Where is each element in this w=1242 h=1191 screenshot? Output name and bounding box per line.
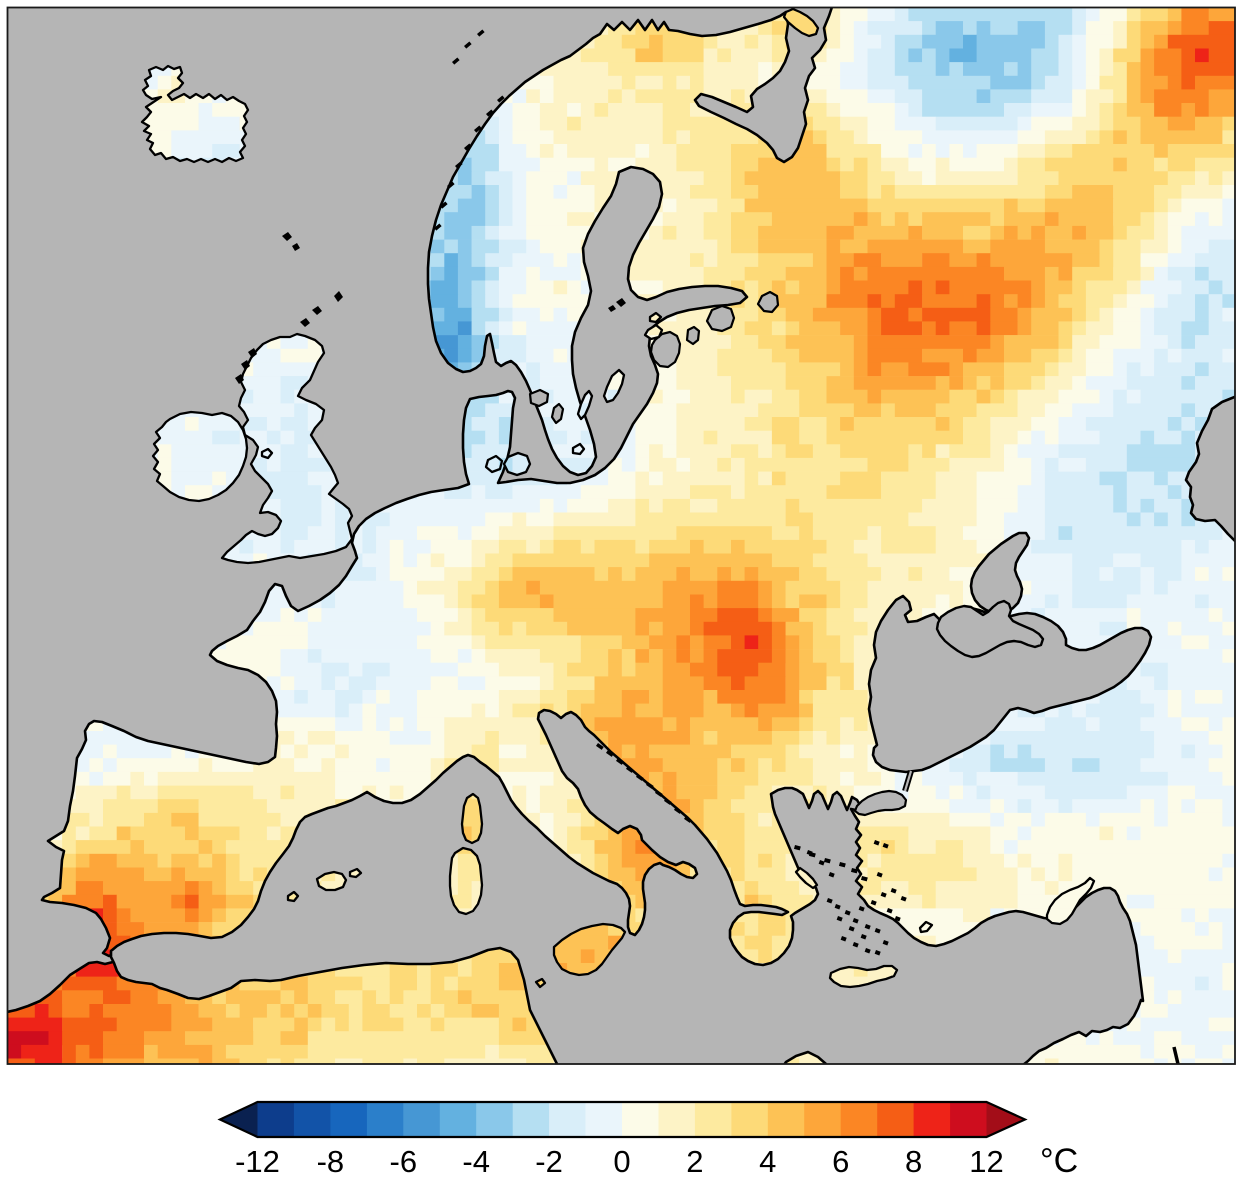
svg-text:-6: -6 xyxy=(390,1144,418,1179)
svg-text:4: 4 xyxy=(759,1144,776,1179)
svg-text:-12: -12 xyxy=(235,1144,280,1179)
svg-text:8: 8 xyxy=(905,1144,922,1179)
svg-text:2: 2 xyxy=(686,1144,703,1179)
svg-text:°C: °C xyxy=(1040,1142,1078,1180)
svg-text:-4: -4 xyxy=(462,1144,490,1179)
svg-text:-8: -8 xyxy=(317,1144,345,1179)
svg-text:12: 12 xyxy=(969,1144,1003,1179)
svg-text:0: 0 xyxy=(613,1144,630,1179)
svg-text:6: 6 xyxy=(832,1144,849,1179)
svg-text:-2: -2 xyxy=(535,1144,563,1179)
